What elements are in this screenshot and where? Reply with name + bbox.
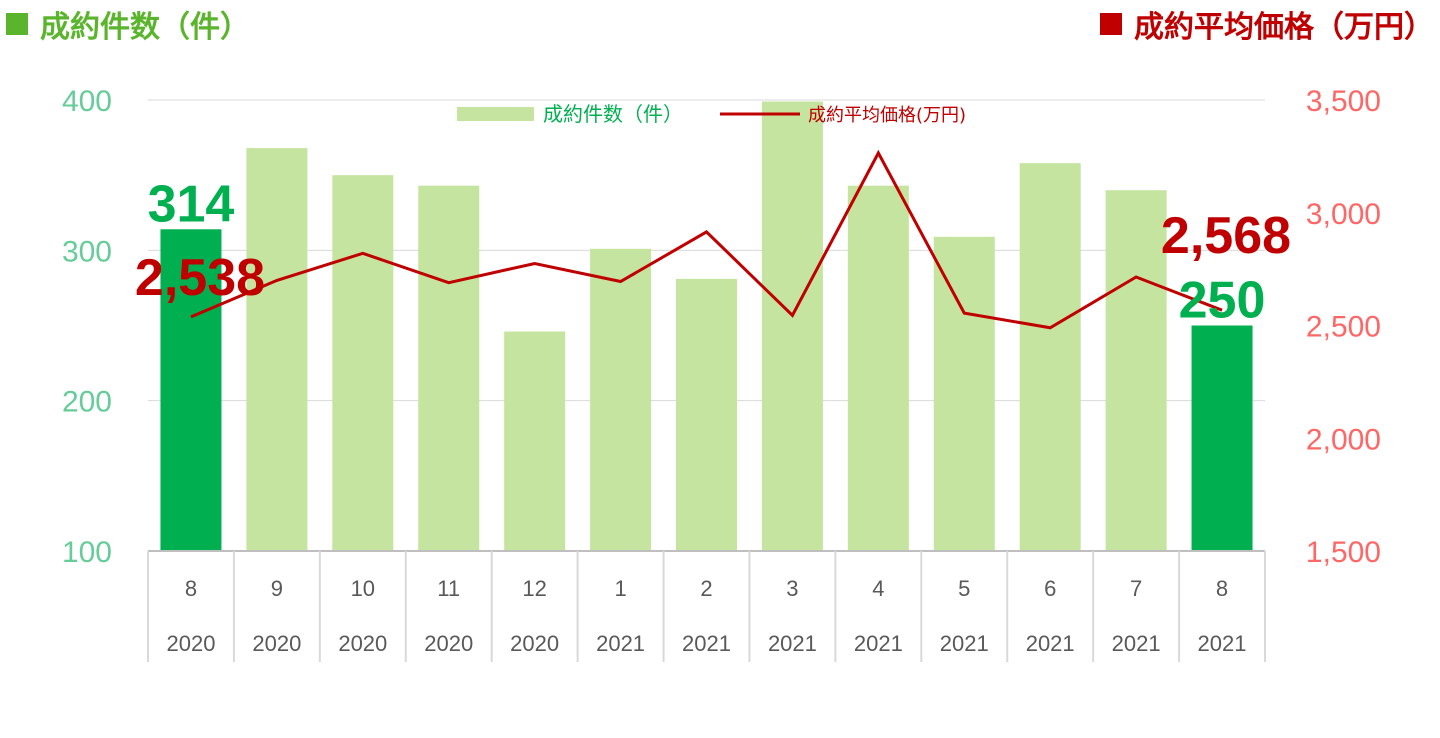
red-square-icon (1100, 13, 1122, 35)
category-year-label: 2021 (768, 631, 817, 656)
category-month-label: 2 (700, 576, 712, 601)
line-data-label-first: 2,538 (135, 249, 265, 307)
category-year-label: 2020 (424, 631, 473, 656)
right-axis-title-text: 成約平均価格（万円） (1134, 10, 1434, 45)
category-year-label: 2020 (510, 631, 559, 656)
bar (847, 185, 909, 551)
category-month-label: 6 (1044, 576, 1056, 601)
category-year-label: 2020 (252, 631, 301, 656)
left-axis-title: 成約件数（件） (6, 2, 250, 46)
left-axis-title-text: 成約件数（件） (40, 10, 250, 45)
category-month-label: 11 (437, 576, 460, 601)
legend-bar-swatch (457, 107, 534, 121)
category-month-label: 3 (786, 576, 798, 601)
category-month-label: 1 (614, 576, 626, 601)
right-tick-label: 3,000 (1306, 198, 1381, 231)
category-year-label: 2021 (1112, 631, 1161, 656)
bar (332, 175, 394, 551)
category-month-label: 5 (958, 576, 970, 601)
right-tick-label: 3,500 (1306, 85, 1381, 118)
category-year-label: 2020 (166, 631, 215, 656)
bar (160, 229, 222, 551)
bar (1191, 325, 1253, 551)
bar (933, 236, 995, 551)
category-month-label: 8 (1216, 576, 1228, 601)
bar (590, 248, 652, 551)
left-tick-label: 400 (62, 85, 112, 118)
bar (1019, 163, 1081, 551)
category-month-label: 10 (351, 576, 375, 601)
bar (761, 101, 823, 552)
left-tick-label: 300 (62, 235, 112, 268)
category-month-label: 9 (271, 576, 283, 601)
green-square-icon (6, 13, 28, 35)
right-tick-label: 1,500 (1306, 536, 1381, 569)
category-year-label: 2021 (854, 631, 903, 656)
right-tick-label: 2,000 (1306, 423, 1381, 456)
left-tick-label: 200 (62, 386, 112, 419)
bar (246, 148, 308, 551)
category-month-label: 12 (522, 576, 546, 601)
category-year-label: 2021 (1198, 631, 1247, 656)
legend-line-label: 成約平均価格(万円) (808, 105, 966, 126)
bar (676, 278, 737, 551)
category-year-label: 2021 (1026, 631, 1075, 656)
bar (1105, 190, 1167, 551)
left-tick-label: 100 (62, 536, 112, 569)
line-data-label-last: 2,568 (1161, 207, 1291, 265)
legend-bar-label: 成約件数（件） (543, 102, 683, 126)
category-month-label: 4 (872, 576, 884, 601)
price-line (190, 149, 1223, 330)
right-tick-label: 2,500 (1306, 311, 1381, 344)
bar-data-label-first: 314 (148, 175, 235, 233)
bar (504, 331, 566, 551)
right-axis-title: 成約平均価格（万円） (1100, 2, 1434, 46)
category-year-label: 2021 (682, 631, 731, 656)
category-month-label: 7 (1130, 576, 1142, 601)
category-month-label: 8 (185, 576, 197, 601)
category-year-label: 2021 (596, 631, 645, 656)
bar (418, 185, 480, 551)
bar-data-label-last: 250 (1179, 272, 1266, 330)
category-year-label: 2021 (940, 631, 989, 656)
category-year-label: 2020 (338, 631, 387, 656)
